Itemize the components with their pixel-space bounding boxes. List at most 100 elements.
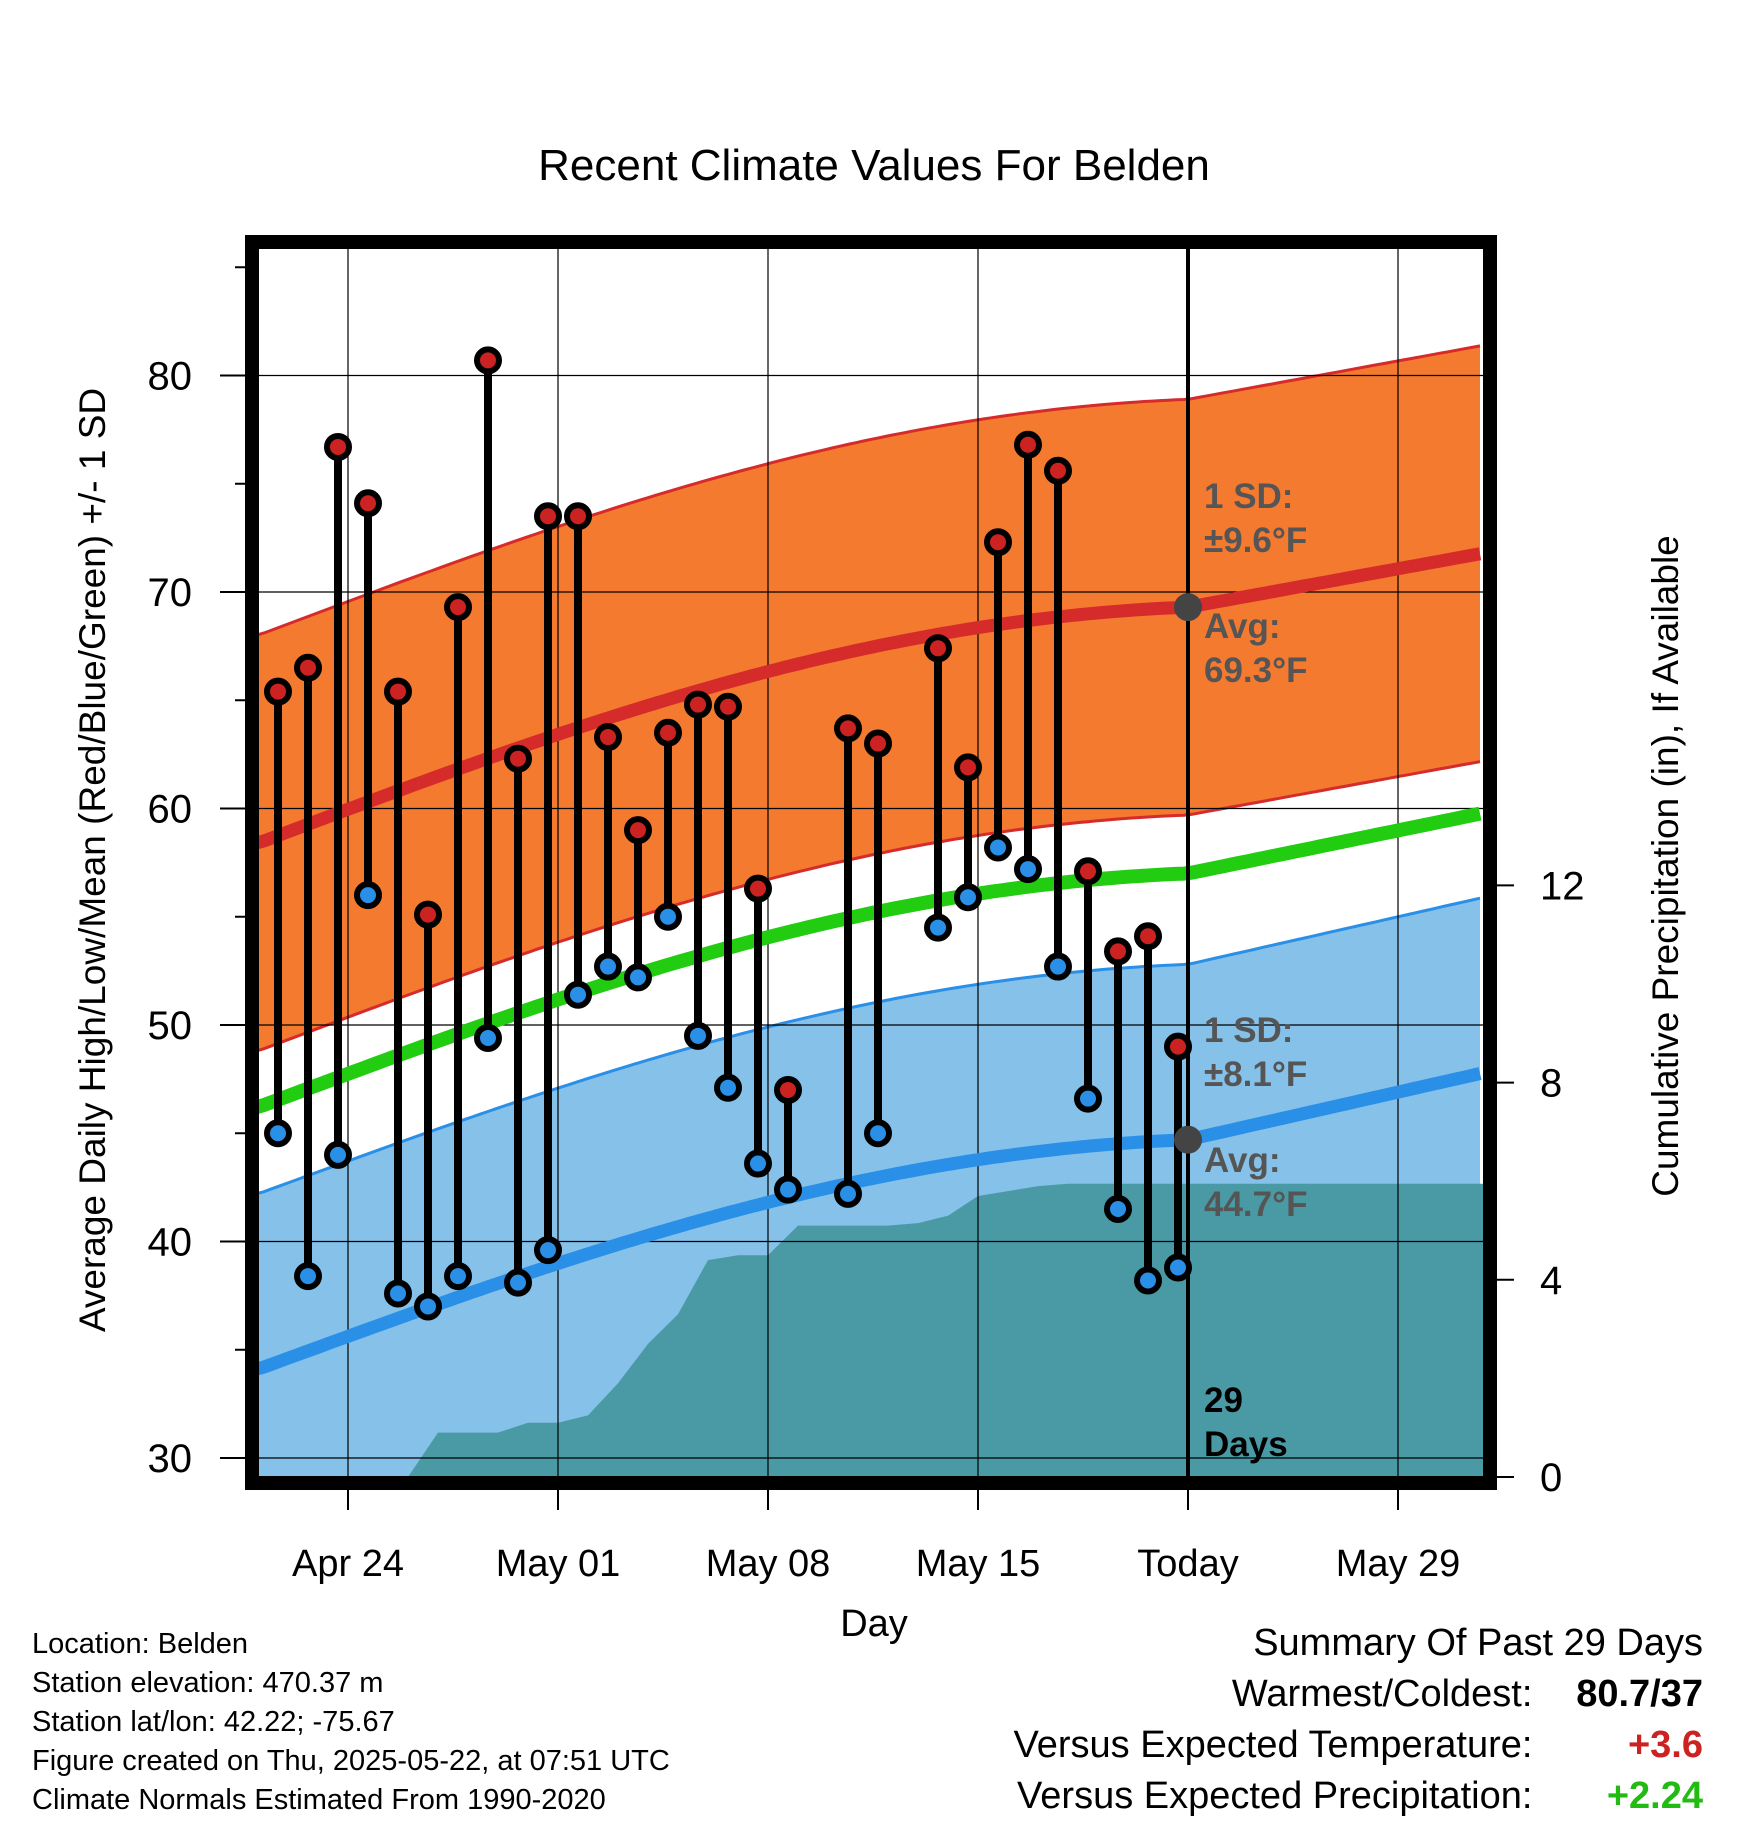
y2-tick-label: 8 — [1540, 1062, 1562, 1106]
low-temp-point — [264, 1119, 292, 1148]
low-temp-point — [594, 952, 622, 981]
created-text: Figure created on Thu, 2025-05-22, at 07… — [32, 1745, 670, 1777]
high-temp-point — [714, 692, 742, 721]
low-temp-point — [1074, 1084, 1102, 1113]
y-axis-label: Average Daily High/Low/Mean (Red/Blue/Gr… — [72, 388, 113, 1332]
x-tick-label: Today — [1137, 1543, 1238, 1585]
high-temp-point — [1074, 857, 1102, 886]
normals-text: Climate Normals Estimated From 1990-2020 — [32, 1784, 606, 1816]
low-temp-point — [564, 980, 592, 1009]
low-temp-point — [534, 1236, 562, 1265]
low-temp-point — [834, 1179, 862, 1208]
low-temp-point — [354, 881, 382, 910]
summary-title: Summary Of Past 29 Days — [1253, 1622, 1703, 1664]
high-temp-point — [564, 502, 592, 531]
low-temp-point — [714, 1073, 742, 1102]
low-temp-point — [294, 1262, 322, 1291]
low-temp-point — [954, 883, 982, 912]
days-label: Days — [1204, 1425, 1288, 1464]
low-temp-point — [1104, 1195, 1132, 1224]
high-temp-point — [324, 432, 352, 461]
summary-panel: Summary Of Past 29 Days Warmest/Coldest:… — [1014, 1618, 1703, 1822]
high-temp-point — [294, 653, 322, 682]
low-temp-point — [864, 1119, 892, 1148]
high-temp-point — [1134, 922, 1162, 951]
warm-cold-label: Warmest/Coldest: — [1231, 1673, 1533, 1715]
high-temp-point — [1104, 937, 1132, 966]
y-tick-label: 40 — [148, 1221, 193, 1265]
elevation-text: Station elevation: 470.37 m — [32, 1667, 384, 1699]
low-temp-point — [654, 902, 682, 931]
today-high-normal-marker — [1174, 593, 1202, 622]
high-temp-point — [504, 744, 532, 773]
low-temp-point — [414, 1292, 442, 1321]
location-text: Location: Belden — [32, 1628, 249, 1660]
low-sd-label: 1 SD: — [1204, 1011, 1293, 1050]
low-temp-point — [384, 1279, 412, 1308]
high-sd-value: ±9.6°F — [1204, 521, 1307, 560]
low-temp-point — [774, 1175, 802, 1204]
plot-area — [258, 248, 1484, 1477]
low-temp-point — [1044, 952, 1072, 981]
chart-title: Recent Climate Values For Belden — [538, 141, 1210, 190]
low-temp-point — [474, 1023, 502, 1052]
high-sd-label: 1 SD: — [1204, 477, 1293, 516]
high-temp-point — [354, 489, 382, 518]
days-count: 29 — [1204, 1381, 1243, 1420]
x-tick-label: Apr 24 — [292, 1543, 404, 1585]
low-avg-line — [258, 1067, 1482, 1376]
high-temp-point — [654, 718, 682, 747]
high-temp-point — [474, 346, 502, 375]
station-info: Location: Belden Station elevation: 470.… — [32, 1625, 670, 1820]
low-temp-point — [1134, 1266, 1162, 1295]
precip-anomaly-label: Versus Expected Precipitation: — [1017, 1775, 1533, 1817]
precip-anomaly-value: +2.24 — [1606, 1775, 1703, 1817]
x-tick-label: May 29 — [1336, 1543, 1461, 1585]
high-temp-point — [444, 593, 472, 622]
low-avg-label: Avg: — [1204, 1141, 1280, 1180]
high-avg-value: 69.3°F — [1204, 651, 1308, 690]
today-low-normal-marker — [1174, 1125, 1202, 1154]
y-tick-label: 60 — [148, 788, 193, 832]
low-temp-point — [1014, 855, 1042, 884]
low-temp-point — [924, 913, 952, 942]
annotations: 1 SD: ±9.6°F Avg: 69.3°F 1 SD: ±8.1°F Avg: 44.7… — [1204, 477, 1308, 1464]
temp-anomaly-row: Versus Expected Temperature: +3.6 — [1014, 1720, 1703, 1771]
warm-cold-value: 80.7/37 — [1576, 1673, 1703, 1715]
axes: 30 40 50 60 70 80 0 4 8 12 Apr 24 May 01 May 08 May 1… — [148, 235, 1585, 1585]
low-temp-point — [624, 963, 652, 992]
temp-anomaly-value: +3.6 — [1627, 1724, 1703, 1766]
high-temp-point — [924, 634, 952, 663]
temp-anomaly-label: Versus Expected Temperature: — [1013, 1724, 1533, 1766]
low-temp-point — [984, 833, 1012, 862]
y2-axis-label: Cumulative Precipitation (in), If Availa… — [1645, 535, 1686, 1197]
x-tick-label: May 15 — [916, 1543, 1041, 1585]
y2-tick-label: 0 — [1540, 1456, 1562, 1500]
low-temp-point — [324, 1140, 352, 1169]
y2-tick-label: 4 — [1540, 1259, 1562, 1303]
low-avg-value: 44.7°F — [1204, 1185, 1308, 1224]
y-tick-label: 30 — [148, 1437, 193, 1481]
low-temp-point — [1164, 1253, 1192, 1282]
high-temp-point — [954, 753, 982, 782]
high-temp-point — [1014, 430, 1042, 459]
y-tick-label: 50 — [148, 1004, 193, 1048]
x-tick-label: May 01 — [496, 1543, 621, 1585]
high-temp-point — [624, 816, 652, 845]
y2-tick-label: 12 — [1540, 864, 1585, 908]
high-temp-point — [384, 677, 412, 706]
high-temp-point — [774, 1075, 802, 1104]
high-temp-point — [1164, 1032, 1192, 1061]
high-band-upper-edge — [258, 344, 1481, 637]
low-temp-point — [504, 1268, 532, 1297]
high-temp-point — [984, 528, 1012, 557]
warm-cold-row: Warmest/Coldest: 80.7/37 — [1014, 1669, 1703, 1720]
low-temp-point — [684, 1021, 712, 1050]
high-temp-point — [684, 690, 712, 719]
high-temp-point — [264, 677, 292, 706]
high-temp-point — [1044, 456, 1072, 485]
low-temp-point — [744, 1149, 772, 1178]
high-temp-point — [594, 723, 622, 752]
x-tick-label: May 08 — [706, 1543, 831, 1585]
